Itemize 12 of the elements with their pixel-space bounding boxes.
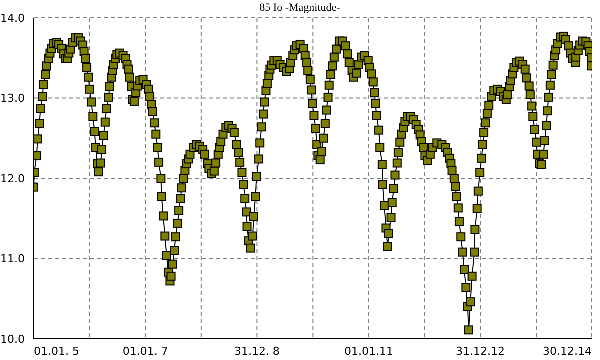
chart-title: 85 Io -Magnitude-	[260, 2, 340, 14]
x-tick-label: 31.12.12	[456, 344, 506, 358]
x-tick-label: 01.01. 7	[122, 344, 168, 358]
x-tick-label: 01.01.11	[344, 344, 394, 358]
x-tick-label: 01.01. 5	[34, 344, 80, 358]
y-tick-label: 13.0	[0, 92, 25, 106]
y-tick-label: 10.0	[0, 332, 25, 346]
x-tick-label: 31.12. 8	[234, 344, 280, 358]
x-tick-label: 30.12.14	[543, 344, 592, 358]
y-tick-label: 12.0	[0, 172, 25, 186]
y-tick-label: 11.0	[0, 252, 25, 266]
y-tick-label: 14.0	[0, 12, 25, 25]
